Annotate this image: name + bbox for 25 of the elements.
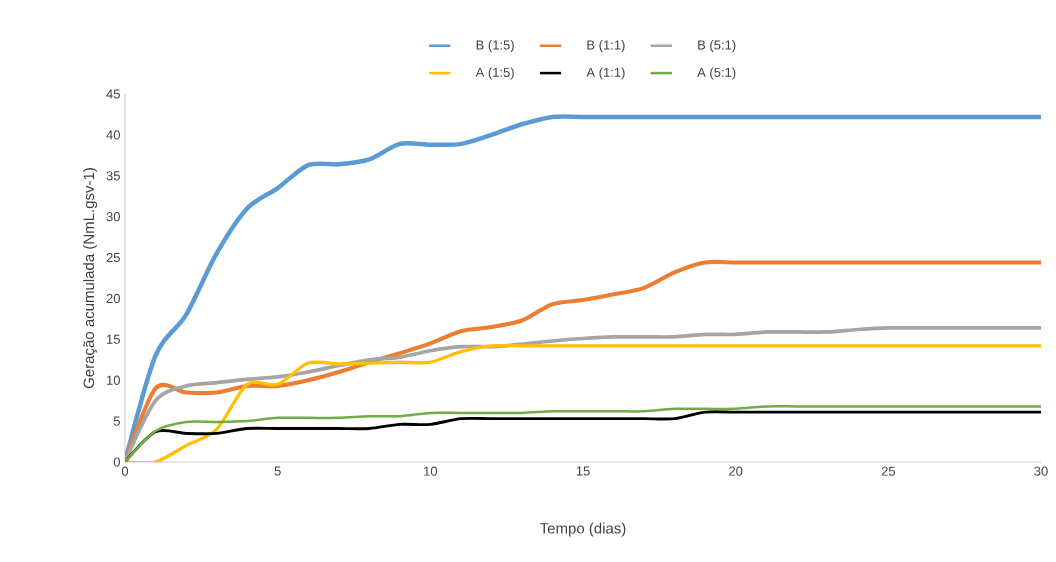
x-tick-label: 10 [424,466,438,476]
y-tick-label: 20 [106,293,120,304]
legend-label: A (1:1) [586,67,625,80]
y-tick-label: 25 [106,252,120,263]
y-tick-label: 35 [106,171,120,181]
y-tick-label: 30 [106,212,120,222]
x-tick-label: 25 [881,466,896,476]
x-tick-label: 30 [1034,466,1048,476]
y-tick-label: 15 [106,334,120,344]
y-tick-label: 40 [106,130,120,140]
legend-label: B (5:1) [698,40,736,53]
x-tick-label: 15 [576,466,590,476]
x-tick-label: 5 [274,466,281,476]
y-tick-label: 10 [106,375,120,385]
legend-label: B (1:5) [476,40,514,53]
legend-label: A (1:5) [475,67,514,80]
legend-label: B (1:1) [587,40,625,53]
y-tick-label: 5 [113,416,120,426]
legend-label: A (5:1) [697,67,736,80]
x-tick-label: 20 [729,466,743,476]
x-tick-label: 0 [121,466,129,476]
x-axis-title: Tempo (dias) [540,522,626,537]
y-axis-title: Geração acumulada (NmL.gsv-1) [83,168,98,389]
y-tick-label: 45 [106,89,120,99]
y-tick-label: 0 [113,457,120,467]
